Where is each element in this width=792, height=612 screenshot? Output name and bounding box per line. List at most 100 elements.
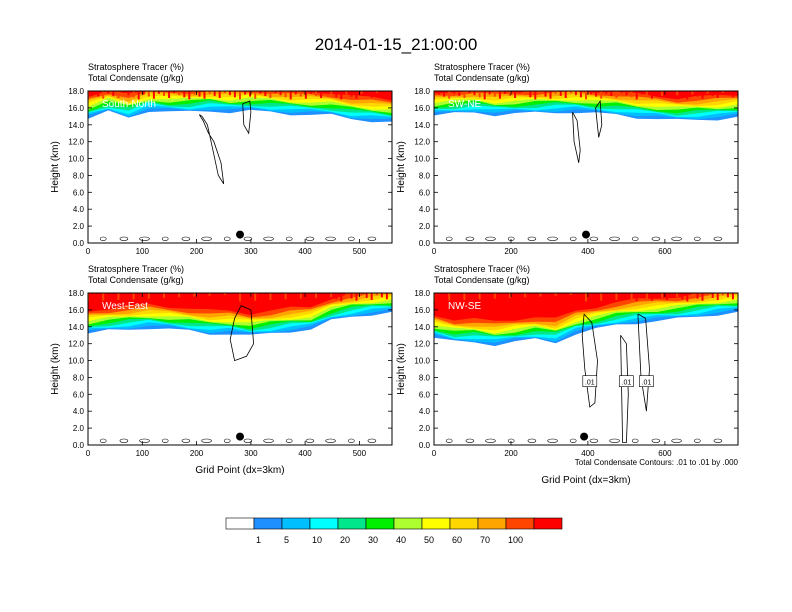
- y-axis-label: Height (km): [396, 343, 407, 395]
- y-tick-label: 6.0: [419, 390, 431, 399]
- plot-frame: [87, 90, 393, 244]
- colorbar-swatch: [533, 517, 563, 530]
- y-tick-label: 0.0: [419, 441, 431, 450]
- surface-contour: [263, 438, 274, 443]
- plot-area: [88, 293, 392, 445]
- panel-title: West-East: [102, 301, 148, 312]
- location-marker: [236, 230, 244, 239]
- y-tick-label: 10.0: [414, 155, 430, 164]
- x-tick-label: 600: [658, 449, 672, 458]
- y-tick-label: 16.0: [414, 306, 430, 315]
- surface-contour: [119, 438, 129, 443]
- surface-contour: [305, 438, 315, 443]
- colorbar-swatch: [421, 517, 451, 530]
- surface-contour: [181, 236, 191, 241]
- y-tick-label: 0.0: [419, 239, 431, 248]
- x-tick-label: 0: [86, 449, 91, 458]
- x-tick-label: 500: [353, 247, 367, 256]
- x-tick-label: 200: [504, 449, 518, 458]
- plot-area: [434, 91, 738, 243]
- surface-contour: [243, 438, 253, 443]
- colorbar-label: 50: [424, 535, 434, 545]
- location-marker: [236, 432, 244, 441]
- y-tick-label: 4.0: [73, 407, 85, 416]
- plot-frame: [87, 292, 393, 446]
- condensate-contour: [581, 313, 598, 408]
- surface-contour: [139, 236, 150, 241]
- surface-contour: [99, 236, 107, 241]
- panel-title: NW-SE: [448, 301, 481, 312]
- surface-contour: [671, 236, 682, 241]
- y-tick-label: 4.0: [419, 407, 431, 416]
- contour-label: .01: [642, 380, 652, 387]
- figure-title: 2014-01-15_21:00:00: [315, 35, 478, 54]
- y-tick-label: 4.0: [419, 205, 431, 214]
- y-axis-label: Height (km): [50, 343, 61, 395]
- panel-subtitle-condensate: Total Condensate (g/kg): [88, 73, 184, 83]
- y-tick-label: 10.0: [68, 357, 84, 366]
- x-tick-label: 300: [244, 449, 258, 458]
- surface-contour: [631, 236, 639, 241]
- y-tick-label: 12.0: [68, 138, 84, 147]
- plot-area: .01 .01 .01: [434, 293, 738, 445]
- x-tick-label: 200: [190, 247, 204, 256]
- surface-contour: [547, 236, 558, 241]
- y-tick-label: 6.0: [73, 390, 85, 399]
- panel-title: SW-NE: [448, 99, 481, 110]
- condensate-contour: [242, 100, 252, 135]
- surface-contour: [445, 236, 453, 241]
- y-tick-label: 18.0: [68, 289, 84, 298]
- y-tick-label: 6.0: [73, 188, 85, 197]
- surface-contour: [485, 236, 496, 241]
- colorbar-swatch: [309, 517, 339, 530]
- surface-contour: [119, 236, 129, 241]
- colorbar-label: 40: [396, 535, 406, 545]
- x-tick-label: 600: [658, 247, 672, 256]
- contour-label: .01: [585, 380, 595, 387]
- y-tick-label: 2.0: [419, 222, 431, 231]
- surface-contour: [445, 438, 453, 443]
- colorbar-swatch: [505, 517, 535, 530]
- surface-contour: [527, 236, 537, 241]
- y-tick-label: 8.0: [419, 373, 431, 382]
- x-tick-label: 400: [298, 449, 312, 458]
- surface-contour: [161, 438, 169, 443]
- colorbar-label: 1: [256, 535, 261, 545]
- y-tick-label: 8.0: [73, 171, 85, 180]
- panel-subtitle-condensate: Total Condensate (g/kg): [434, 73, 530, 83]
- surface-contour: [589, 438, 599, 443]
- surface-contour: [631, 438, 639, 443]
- chart-panel-3: West-East Stratosphere Tracer (%)Total Co…: [50, 264, 393, 476]
- x-axis-label: Grid Point (dx=3km): [541, 475, 630, 486]
- x-tick-label: 100: [136, 449, 150, 458]
- surface-contour: [527, 438, 537, 443]
- panel-subtitle-condensate: Total Condensate (g/kg): [88, 275, 184, 285]
- colorbar-swatch: [477, 517, 507, 530]
- panel-subtitle-tracer: Stratosphere Tracer (%): [88, 264, 184, 274]
- y-tick-label: 8.0: [419, 171, 431, 180]
- y-tick-label: 18.0: [414, 87, 430, 96]
- y-tick-label: 16.0: [68, 104, 84, 113]
- contour-label: .01: [622, 380, 632, 387]
- y-tick-label: 8.0: [73, 373, 85, 382]
- condensate-contour: [620, 334, 629, 443]
- surface-contour: [161, 236, 169, 241]
- x-tick-label: 200: [190, 449, 204, 458]
- y-tick-label: 16.0: [68, 306, 84, 315]
- panel-title: South-North: [102, 99, 156, 110]
- y-tick-label: 4.0: [73, 205, 85, 214]
- contour-label-box: [619, 375, 634, 388]
- colorbar-label: 60: [452, 535, 462, 545]
- surface-contour: [305, 236, 315, 241]
- y-tick-label: 2.0: [73, 222, 85, 231]
- location-marker: [580, 432, 589, 441]
- panel-subtitle-tracer: Stratosphere Tracer (%): [434, 62, 530, 72]
- condensate-contour: [229, 305, 255, 362]
- x-tick-label: 300: [244, 247, 258, 256]
- surface-contour: [713, 438, 723, 443]
- surface-contour: [223, 236, 231, 241]
- x-tick-label: 0: [86, 247, 91, 256]
- colorbar-swatch: [449, 517, 479, 530]
- y-tick-label: 10.0: [68, 155, 84, 164]
